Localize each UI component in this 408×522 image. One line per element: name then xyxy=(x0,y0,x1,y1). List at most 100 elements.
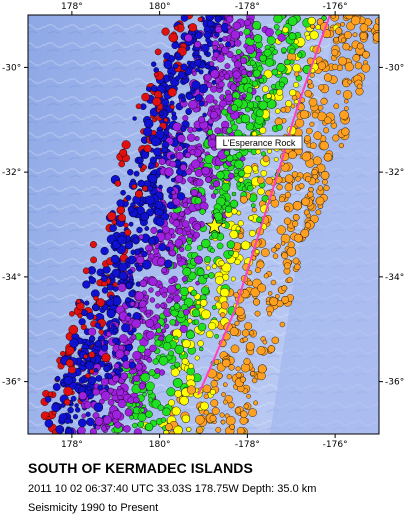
seismicity-map: L'Esperance Rock 178° 178° 180° 180° -178° -1… xyxy=(2,2,404,450)
quake-point xyxy=(263,273,269,279)
quake-point xyxy=(181,414,191,423)
quake-point xyxy=(143,348,152,357)
quake-point xyxy=(101,353,111,363)
quake-point xyxy=(213,189,219,195)
quake-point xyxy=(262,339,268,345)
quake-point xyxy=(195,94,203,102)
lon-tick-label-bottom-2: -178° xyxy=(235,440,260,450)
quake-point xyxy=(284,206,290,212)
quake-point xyxy=(273,24,280,30)
quake-point xyxy=(170,305,175,311)
quake-point xyxy=(198,100,205,107)
quake-point xyxy=(86,385,92,391)
quake-point xyxy=(167,87,177,97)
quake-point xyxy=(164,259,173,269)
quake-point xyxy=(221,182,231,192)
quake-point xyxy=(137,412,147,422)
quake-point xyxy=(138,300,147,308)
quake-point xyxy=(211,304,217,310)
quake-point xyxy=(234,159,244,170)
quake-point xyxy=(239,376,246,383)
quake-point xyxy=(292,214,300,221)
quake-point xyxy=(189,149,196,156)
quake-point xyxy=(235,372,242,378)
quake-point xyxy=(201,166,210,176)
quake-point xyxy=(284,174,294,183)
quake-point xyxy=(140,212,149,221)
quake-point xyxy=(51,403,61,413)
quake-point xyxy=(136,255,145,265)
quake-point xyxy=(246,393,251,399)
quake-point xyxy=(209,414,217,422)
earthquake-points xyxy=(40,15,379,434)
quake-point xyxy=(212,99,218,105)
quake-point xyxy=(198,346,204,352)
lon-tick-label-top-0: 178° xyxy=(61,2,83,12)
quake-point xyxy=(127,269,134,275)
quake-point xyxy=(170,154,176,160)
quake-point xyxy=(187,176,194,183)
quake-point xyxy=(203,273,209,279)
quake-point xyxy=(273,15,283,24)
quake-point xyxy=(204,255,212,263)
quake-point xyxy=(330,15,336,19)
quake-point xyxy=(219,99,227,108)
quake-point xyxy=(101,275,108,283)
quake-point xyxy=(184,33,193,42)
quake-point xyxy=(333,103,340,109)
quake-point xyxy=(294,71,300,77)
quake-point xyxy=(279,81,285,88)
quake-point xyxy=(196,426,204,434)
quake-point xyxy=(158,243,167,252)
quake-point xyxy=(176,253,182,259)
quake-point xyxy=(117,235,127,245)
quake-point xyxy=(131,327,137,333)
quake-point xyxy=(152,97,162,107)
quake-point xyxy=(154,90,163,99)
quake-point xyxy=(185,108,192,115)
lat-tick-label-right-2: -34° xyxy=(385,273,404,283)
quake-point xyxy=(170,177,176,183)
quake-point xyxy=(83,401,92,409)
quake-point xyxy=(171,212,179,220)
quake-point xyxy=(145,195,155,205)
quake-point xyxy=(161,328,167,334)
quake-point xyxy=(286,276,293,283)
quake-point xyxy=(144,118,154,129)
quake-point xyxy=(230,344,240,354)
quake-point xyxy=(128,290,136,298)
quake-point xyxy=(171,190,176,195)
quake-point xyxy=(252,165,259,172)
quake-point xyxy=(245,341,255,351)
quake-point xyxy=(180,63,188,71)
quake-point xyxy=(205,94,215,104)
quake-point xyxy=(135,190,143,198)
quake-point xyxy=(202,384,212,393)
quake-point xyxy=(52,383,61,391)
caption: SOUTH OF KERMADEC ISLANDS 2011 10 02 06:… xyxy=(28,460,403,515)
quake-point xyxy=(163,52,171,60)
quake-point xyxy=(212,180,220,188)
quake-point xyxy=(78,318,86,326)
quake-point xyxy=(228,364,235,371)
quake-point xyxy=(164,167,174,177)
quake-point xyxy=(194,136,200,142)
quake-point xyxy=(228,402,235,409)
quake-point xyxy=(161,225,170,234)
quake-point xyxy=(232,70,241,79)
quake-point xyxy=(292,257,300,265)
quake-point xyxy=(165,246,171,251)
quake-point xyxy=(255,109,264,118)
quake-point xyxy=(315,209,322,216)
quake-point xyxy=(162,407,171,416)
quake-point xyxy=(132,237,140,245)
quake-point xyxy=(184,244,192,252)
quake-point xyxy=(165,423,173,431)
quake-point xyxy=(168,350,175,357)
quake-point xyxy=(103,339,109,345)
quake-point xyxy=(112,282,118,288)
quake-point xyxy=(209,389,216,396)
quake-point xyxy=(309,121,315,127)
quake-point xyxy=(138,382,146,390)
quake-point xyxy=(230,83,238,91)
